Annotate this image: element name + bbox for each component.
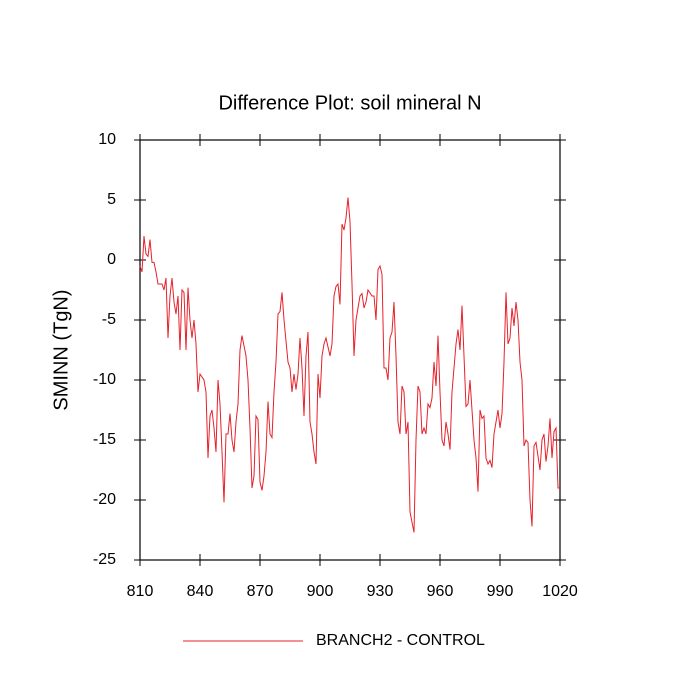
x-tick-label: 990: [487, 583, 514, 600]
y-axis-label: SMINN (TgN): [50, 289, 72, 410]
x-tick-label: 810: [127, 583, 154, 600]
y-tick-label: -10: [93, 371, 116, 388]
y-tick-label: 10: [98, 131, 116, 148]
y-tick-label: -25: [93, 551, 116, 568]
x-tick-label: 960: [427, 583, 454, 600]
chart-title: Difference Plot: soil mineral N: [218, 92, 481, 114]
x-tick-label: 900: [307, 583, 334, 600]
y-tick-label: -20: [93, 491, 116, 508]
legend-label: BRANCH2 - CONTROL: [316, 632, 485, 649]
x-tick-label: 840: [187, 583, 214, 600]
y-tick-label: 0: [107, 251, 116, 268]
x-tick-label: 870: [247, 583, 274, 600]
data-line: [139, 197, 560, 533]
x-tick-label: 1020: [542, 583, 578, 600]
y-tick-label: -15: [93, 431, 116, 448]
x-tick-label: 930: [367, 583, 394, 600]
y-tick-label: 5: [107, 191, 116, 208]
y-tick-label: -5: [102, 311, 116, 328]
plot-frame: [139, 139, 561, 561]
